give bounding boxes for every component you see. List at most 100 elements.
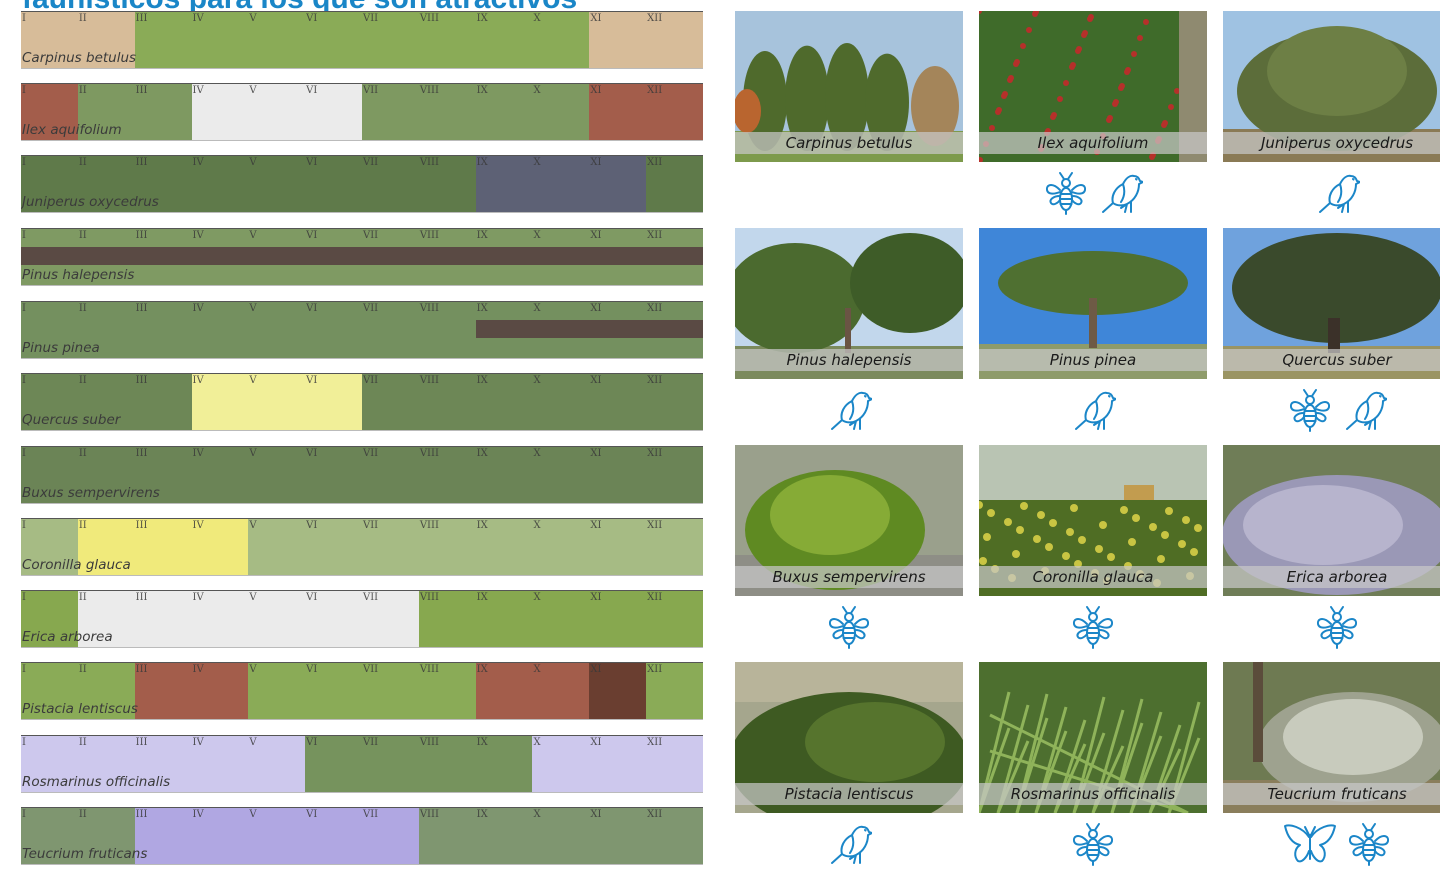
month-label: I xyxy=(22,157,26,168)
species-label: Pinus halepensis xyxy=(22,267,135,283)
month-label: VI xyxy=(306,809,318,820)
bee-icon xyxy=(1072,606,1114,649)
month-label: VIII xyxy=(419,809,439,820)
month-label: VII xyxy=(363,448,379,459)
month-label: VI xyxy=(306,157,318,168)
fauna-icons xyxy=(1223,384,1440,436)
species-label: Quercus suber xyxy=(22,412,121,428)
bird-icon xyxy=(831,391,872,430)
month-label: III xyxy=(135,230,148,241)
species-label: Rosmarinus officinalis xyxy=(22,774,171,790)
month-label: VI xyxy=(306,737,318,748)
month-label: II xyxy=(78,13,87,24)
phenology-bar: I II III IV V VI VII VIII IX X XI XII Erica arborea xyxy=(21,590,703,648)
species-caption: Coronilla glauca xyxy=(979,566,1207,588)
bird-icon xyxy=(831,825,872,864)
month-label: II xyxy=(78,157,87,168)
month-label: XI xyxy=(590,157,602,168)
month-label: IV xyxy=(192,737,204,748)
month-label: IX xyxy=(476,230,488,241)
month-label: I xyxy=(22,448,26,459)
month-label: IV xyxy=(192,85,204,96)
species-photo-frame: Pinus pinea xyxy=(979,228,1207,379)
month-label: III xyxy=(135,448,148,459)
month-label: III xyxy=(135,737,148,748)
month-label: XI xyxy=(590,230,602,241)
butterfly-icon xyxy=(1284,824,1336,863)
month-label: V xyxy=(249,85,257,96)
month-label: III xyxy=(135,520,148,531)
month-label: VII xyxy=(363,157,379,168)
month-label: I xyxy=(22,13,26,24)
month-label: IV xyxy=(192,303,204,314)
month-label: IX xyxy=(476,664,488,675)
month-label: IV xyxy=(192,592,204,603)
species-photo-frame: Rosmarinus officinalis xyxy=(979,662,1207,813)
month-label: IX xyxy=(476,13,488,24)
phenology-bar: I II III IV V VI VII VIII IX X XI XII Rosmarinus off… xyxy=(21,735,703,793)
month-label: IV xyxy=(192,157,204,168)
phenology-bar: I II III IV V VI VII VIII IX X XI XII Buxus sempervi… xyxy=(21,446,703,504)
month-label: I xyxy=(22,303,26,314)
phenology-bar: I II III IV V VI VII VIII IX X XI XII Pistacia lenti… xyxy=(21,662,703,720)
month-label: VI xyxy=(306,448,318,459)
month-label: IV xyxy=(192,448,204,459)
month-label: VI xyxy=(306,592,318,603)
month-label: VIII xyxy=(419,448,439,459)
month-label: IX xyxy=(476,592,488,603)
month-label: IX xyxy=(476,520,488,531)
bee-icon xyxy=(1348,823,1390,866)
month-label: IV xyxy=(192,375,204,386)
month-label: V xyxy=(249,592,257,603)
species-caption: Ilex aquifolium xyxy=(979,132,1207,154)
month-segment xyxy=(77,591,419,647)
month-segment xyxy=(475,663,590,719)
month-label: VIII xyxy=(419,230,439,241)
month-segment xyxy=(134,808,419,864)
month-label: II xyxy=(78,375,87,386)
month-label: XI xyxy=(590,592,602,603)
month-label: VII xyxy=(363,592,379,603)
month-label: VIII xyxy=(419,157,439,168)
species-photo-frame: Pistacia lentiscus xyxy=(735,662,963,813)
phenology-bar: I II III IV V VI VII VIII IX X XI XII Pinus halepens… xyxy=(21,228,703,286)
month-segment xyxy=(589,12,703,68)
month-label: V xyxy=(249,520,257,531)
month-label: I xyxy=(22,85,26,96)
month-label: II xyxy=(78,737,87,748)
month-label: V xyxy=(249,737,257,748)
month-label: V xyxy=(249,13,257,24)
month-label: I xyxy=(22,592,26,603)
month-label: VIII xyxy=(419,664,439,675)
species-photo-frame: Juniperus oxycedrus xyxy=(1223,11,1440,162)
month-label: X xyxy=(533,303,541,314)
fauna-icons xyxy=(979,384,1207,436)
bird-icon xyxy=(1346,391,1387,430)
fauna-icons xyxy=(735,818,963,870)
species-caption: Rosmarinus officinalis xyxy=(979,783,1207,805)
month-label: II xyxy=(78,85,87,96)
bee-icon xyxy=(1316,606,1358,649)
fauna-icons xyxy=(1223,601,1440,653)
month-label: III xyxy=(135,303,148,314)
month-label: I xyxy=(22,737,26,748)
month-label: II xyxy=(78,520,87,531)
month-label: II xyxy=(78,809,87,820)
month-label: III xyxy=(135,13,148,24)
month-label: XII xyxy=(647,448,663,459)
species-caption: Buxus sempervirens xyxy=(735,566,963,588)
month-label: XI xyxy=(590,664,602,675)
month-label: III xyxy=(135,157,148,168)
month-label: II xyxy=(78,448,87,459)
month-label: XII xyxy=(647,737,663,748)
page-title: faunísticos para los que son atractivos xyxy=(22,0,722,12)
month-label: V xyxy=(249,809,257,820)
phenology-bar: I II III IV V VI VII VIII IX X XI XII Quercus suber xyxy=(21,373,703,431)
month-segment xyxy=(21,12,135,68)
species-label: Pistacia lentiscus xyxy=(22,701,138,717)
month-label: III xyxy=(135,809,148,820)
month-label: III xyxy=(135,592,148,603)
month-label: V xyxy=(249,448,257,459)
month-label: X xyxy=(533,520,541,531)
month-label: VIII xyxy=(419,520,439,531)
